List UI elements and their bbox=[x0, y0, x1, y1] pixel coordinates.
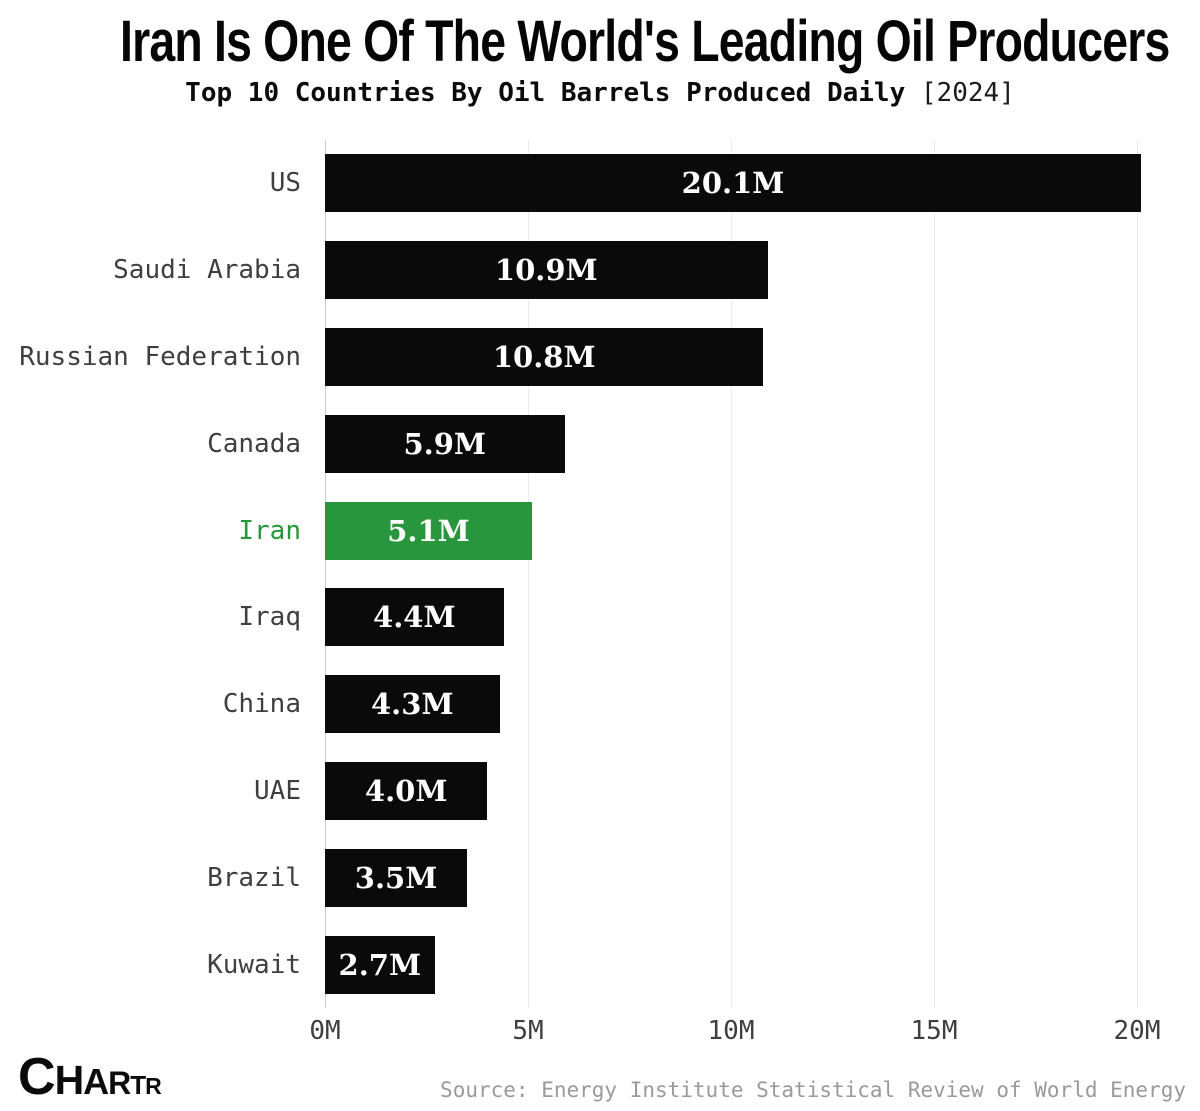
category-label: Brazil bbox=[207, 862, 301, 893]
x-tick-label: 0M bbox=[309, 1016, 341, 1046]
bar-cell: 20.1M bbox=[325, 154, 1200, 213]
bar-cell: 4.3M bbox=[325, 675, 1200, 734]
logo-letter: H bbox=[54, 1057, 85, 1103]
bar-row: Canada 5.9M bbox=[0, 400, 1200, 487]
bar: 10.9M bbox=[325, 241, 768, 300]
category-label: Kuwait bbox=[207, 949, 301, 980]
bar: 2.7M bbox=[325, 935, 435, 994]
subtitle-year-tag: [2024] bbox=[920, 78, 1015, 108]
x-tick-label: 5M bbox=[512, 1016, 544, 1046]
bar-cell: 5.1M bbox=[325, 501, 1200, 560]
gridline bbox=[325, 140, 326, 1008]
category-label: China bbox=[222, 689, 301, 720]
category-label: Russian Federation bbox=[19, 341, 301, 372]
category-label: Iraq bbox=[238, 602, 301, 633]
chart-subtitle: Top 10 Countries By Oil Barrels Produced… bbox=[0, 78, 1200, 108]
bar-cell: 5.9M bbox=[325, 414, 1200, 473]
x-tick-label: 10M bbox=[707, 1016, 755, 1046]
logo-letter: R bbox=[108, 1065, 131, 1101]
source-text: Source: Energy Institute Statistical Rev… bbox=[440, 1078, 1186, 1102]
bar-value-label: 10.9M bbox=[494, 253, 598, 288]
bar-row: Saudi Arabia 10.9M bbox=[0, 227, 1200, 314]
bar-row: Iraq 4.4M bbox=[0, 574, 1200, 661]
bar-chart: US 20.1M Saudi Arabia 10.9M Russian Federati… bbox=[0, 140, 1200, 1050]
logo-letter: C bbox=[18, 1048, 56, 1106]
bar: 5.1M bbox=[325, 501, 533, 560]
bar-value-label: 10.8M bbox=[492, 339, 596, 374]
bar-row: Iran 5.1M bbox=[0, 487, 1200, 574]
bar-value-label: 4.3M bbox=[371, 687, 454, 722]
bar-value-label: 5.9M bbox=[403, 426, 487, 461]
plot-area: US 20.1M Saudi Arabia 10.9M Russian Federati… bbox=[0, 140, 1200, 1008]
bar-cell: 2.7M bbox=[325, 935, 1200, 994]
gridline-layer bbox=[325, 140, 1138, 1008]
bar-cell: 4.4M bbox=[325, 588, 1200, 647]
bar-row: Kuwait 2.7M bbox=[0, 921, 1200, 1008]
bar-cell: 4.0M bbox=[325, 761, 1200, 820]
x-tick-label: 20M bbox=[1113, 1016, 1161, 1046]
bar: 5.9M bbox=[325, 414, 565, 473]
bar-cell: 3.5M bbox=[325, 848, 1200, 907]
bar-value-label: 2.7M bbox=[338, 947, 422, 982]
subtitle-text: Top 10 Countries By Oil Barrels Produced… bbox=[185, 78, 906, 108]
page-title: Iran Is One Of The World's Leading Oil P… bbox=[120, 9, 1170, 74]
bar: 20.1M bbox=[325, 154, 1142, 213]
bar: 4.4M bbox=[325, 588, 504, 647]
chart-header: Iran Is One Of The World's Leading Oil P… bbox=[0, 0, 1200, 109]
bar-rows: US 20.1M Saudi Arabia 10.9M Russian Federati… bbox=[0, 140, 1200, 1008]
bar-row: China 4.3M bbox=[0, 661, 1200, 748]
x-axis: 0M 5M 10M 15M 20M bbox=[309, 1008, 1160, 1050]
category-label: Saudi Arabia bbox=[113, 255, 301, 286]
chartr-logo: CHARTR bbox=[18, 1048, 162, 1106]
category-label: US bbox=[269, 168, 301, 199]
logo-letter: A bbox=[83, 1061, 109, 1102]
x-tick-label: 15M bbox=[910, 1016, 958, 1046]
bar-cell: 10.8M bbox=[325, 327, 1200, 386]
bar-value-label: 20.1M bbox=[681, 166, 785, 201]
gridline bbox=[731, 140, 732, 1008]
logo-letter: T bbox=[130, 1070, 146, 1100]
gridline bbox=[1137, 140, 1138, 1008]
gridline bbox=[934, 140, 935, 1008]
bar-row: UAE 4.0M bbox=[0, 748, 1200, 835]
bar-value-label: 5.1M bbox=[387, 513, 470, 548]
bar: 10.8M bbox=[325, 327, 764, 386]
bar-value-label: 4.4M bbox=[373, 600, 456, 635]
bar-row: US 20.1M bbox=[0, 140, 1200, 227]
bar-row: Brazil 3.5M bbox=[0, 834, 1200, 921]
category-label: Canada bbox=[207, 428, 301, 459]
bar: 4.0M bbox=[325, 761, 488, 820]
bar: 3.5M bbox=[325, 848, 468, 907]
bar: 4.3M bbox=[325, 675, 500, 734]
category-label: Iran bbox=[238, 515, 301, 546]
logo-letter: R bbox=[145, 1073, 162, 1099]
category-label: UAE bbox=[254, 775, 301, 806]
bar-value-label: 3.5M bbox=[354, 860, 438, 895]
gridline bbox=[528, 140, 529, 1008]
bar-row: Russian Federation 10.8M bbox=[0, 314, 1200, 401]
chart-footer: CHARTR Source: Energy Institute Statisti… bbox=[0, 1051, 1200, 1105]
bar-cell: 10.9M bbox=[325, 241, 1200, 300]
bar-value-label: 4.0M bbox=[364, 773, 448, 808]
